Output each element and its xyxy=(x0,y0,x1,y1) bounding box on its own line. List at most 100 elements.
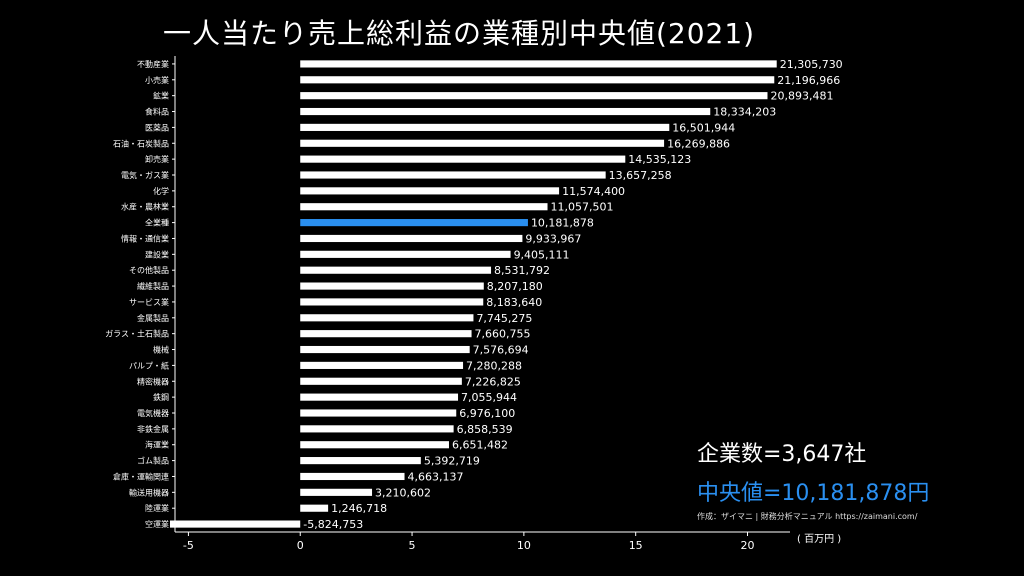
category-label-18: 機械 xyxy=(153,345,169,355)
median-text: 中央値=10,181,878円 xyxy=(697,481,930,506)
category-label-26: 倉庫・運輸関連 xyxy=(113,471,169,481)
category-label-5: 石油・石炭製品 xyxy=(113,138,169,148)
bar-10 xyxy=(300,219,528,227)
value-label-9: 11,057,501 xyxy=(551,201,614,214)
value-label-6: 14,535,123 xyxy=(628,153,691,166)
bar-25 xyxy=(300,457,421,465)
bar-27 xyxy=(300,488,373,496)
bar-4 xyxy=(300,123,670,131)
value-label-7: 13,657,258 xyxy=(609,169,672,182)
category-label-20: 精密機器 xyxy=(137,376,169,386)
value-label-23: 6,858,539 xyxy=(457,423,513,436)
category-label-0: 不動産業 xyxy=(137,59,169,69)
bar-29 xyxy=(169,520,301,528)
bar-21 xyxy=(300,393,459,401)
x-tick-label-4: 15 xyxy=(629,539,643,552)
value-label-27: 3,210,602 xyxy=(375,486,431,499)
category-label-11: 情報・通信業 xyxy=(121,233,169,243)
x-tick-label-3: 10 xyxy=(517,539,531,552)
category-label-10: 全業種 xyxy=(145,218,169,228)
bar-14 xyxy=(300,282,484,290)
category-label-15: サービス業 xyxy=(129,297,169,307)
category-label-2: 鉱業 xyxy=(153,91,169,101)
value-label-29: -5,824,753 xyxy=(303,518,363,531)
bar-20 xyxy=(300,377,462,385)
value-label-26: 4,663,137 xyxy=(408,470,464,483)
bar-17 xyxy=(300,330,472,338)
x-tick-label-2: 5 xyxy=(409,539,416,552)
bar-23 xyxy=(300,425,454,433)
value-label-14: 8,207,180 xyxy=(487,280,543,293)
category-label-17: ガラス・土石製品 xyxy=(105,329,169,339)
bar-18 xyxy=(300,345,470,354)
value-label-16: 7,745,275 xyxy=(476,312,532,325)
bar-15 xyxy=(300,298,484,306)
x-tick-label-0: -5 xyxy=(183,539,194,552)
category-label-8: 化学 xyxy=(153,186,169,196)
category-label-27: 輸送用機器 xyxy=(129,487,169,497)
value-label-28: 1,246,718 xyxy=(331,502,387,515)
bar-9 xyxy=(300,203,548,211)
category-label-23: 非鉄金属 xyxy=(137,424,169,434)
value-label-19: 7,280,288 xyxy=(466,359,522,372)
value-label-18: 7,576,694 xyxy=(473,344,529,357)
bar-24 xyxy=(300,441,449,449)
source-credit: 作成：ザイマニ | 財務分析マニュアル https://zaimani.com/ xyxy=(697,512,918,521)
value-label-1: 21,196,966 xyxy=(777,74,840,87)
bar-22 xyxy=(300,409,457,417)
value-label-24: 6,651,482 xyxy=(452,439,508,452)
company-count-text: 企業数=3,647社 xyxy=(697,442,867,467)
bar-6 xyxy=(300,155,626,163)
value-label-12: 9,405,111 xyxy=(514,248,570,261)
category-label-22: 電気機器 xyxy=(137,408,169,418)
value-label-11: 9,933,967 xyxy=(525,232,581,245)
category-label-21: 鉄鋼 xyxy=(153,392,169,402)
value-label-10: 10,181,878 xyxy=(531,217,594,230)
unit-label: ( 百万円 ) xyxy=(797,533,841,545)
bar-28 xyxy=(300,504,329,512)
category-label-3: 食料品 xyxy=(145,107,169,117)
value-label-2: 20,893,481 xyxy=(770,90,833,103)
category-label-1: 小売業 xyxy=(145,75,169,85)
category-label-29: 空運業 xyxy=(145,519,169,529)
value-label-4: 16,501,944 xyxy=(672,121,735,134)
value-label-8: 11,574,400 xyxy=(562,185,625,198)
value-label-0: 21,305,730 xyxy=(780,58,843,71)
value-label-17: 7,660,755 xyxy=(475,328,531,341)
category-label-19: パルプ・紙 xyxy=(129,360,169,370)
bar-8 xyxy=(300,187,560,195)
chart-title: 一人当たり売上総利益の業種別中央値(2021) xyxy=(163,17,756,50)
bar-1 xyxy=(300,76,775,84)
bar-13 xyxy=(300,266,492,274)
bar-2 xyxy=(300,92,768,100)
category-label-7: 電気・ガス業 xyxy=(121,170,169,180)
value-label-15: 8,183,640 xyxy=(486,296,542,309)
value-label-3: 18,334,203 xyxy=(713,106,776,119)
bar-0 xyxy=(300,60,777,68)
category-label-16: 金属製品 xyxy=(137,313,169,323)
value-label-5: 16,269,886 xyxy=(667,137,730,150)
category-label-14: 繊維製品 xyxy=(137,281,169,291)
bar-26 xyxy=(300,472,405,481)
bar-19 xyxy=(300,361,464,369)
bar-12 xyxy=(300,250,511,258)
bar-16 xyxy=(300,314,474,322)
value-label-21: 7,055,944 xyxy=(461,391,517,404)
value-label-22: 6,976,100 xyxy=(459,407,515,420)
category-label-6: 卸売業 xyxy=(145,154,169,164)
category-label-25: ゴム製品 xyxy=(137,456,169,466)
bar-11 xyxy=(300,234,523,243)
bar-3 xyxy=(300,107,711,116)
category-label-12: 建設業 xyxy=(145,249,169,259)
x-tick-label-5: 20 xyxy=(741,539,755,552)
category-label-9: 水産・農林業 xyxy=(121,202,169,212)
category-label-4: 医薬品 xyxy=(145,122,169,132)
category-label-28: 陸運業 xyxy=(145,503,169,513)
bar-7 xyxy=(300,171,606,179)
x-tick-label-1: 0 xyxy=(297,539,304,552)
bar-5 xyxy=(300,139,665,147)
value-label-13: 8,531,792 xyxy=(494,264,550,277)
value-label-20: 7,226,825 xyxy=(465,375,521,388)
value-label-25: 5,392,719 xyxy=(424,455,480,468)
